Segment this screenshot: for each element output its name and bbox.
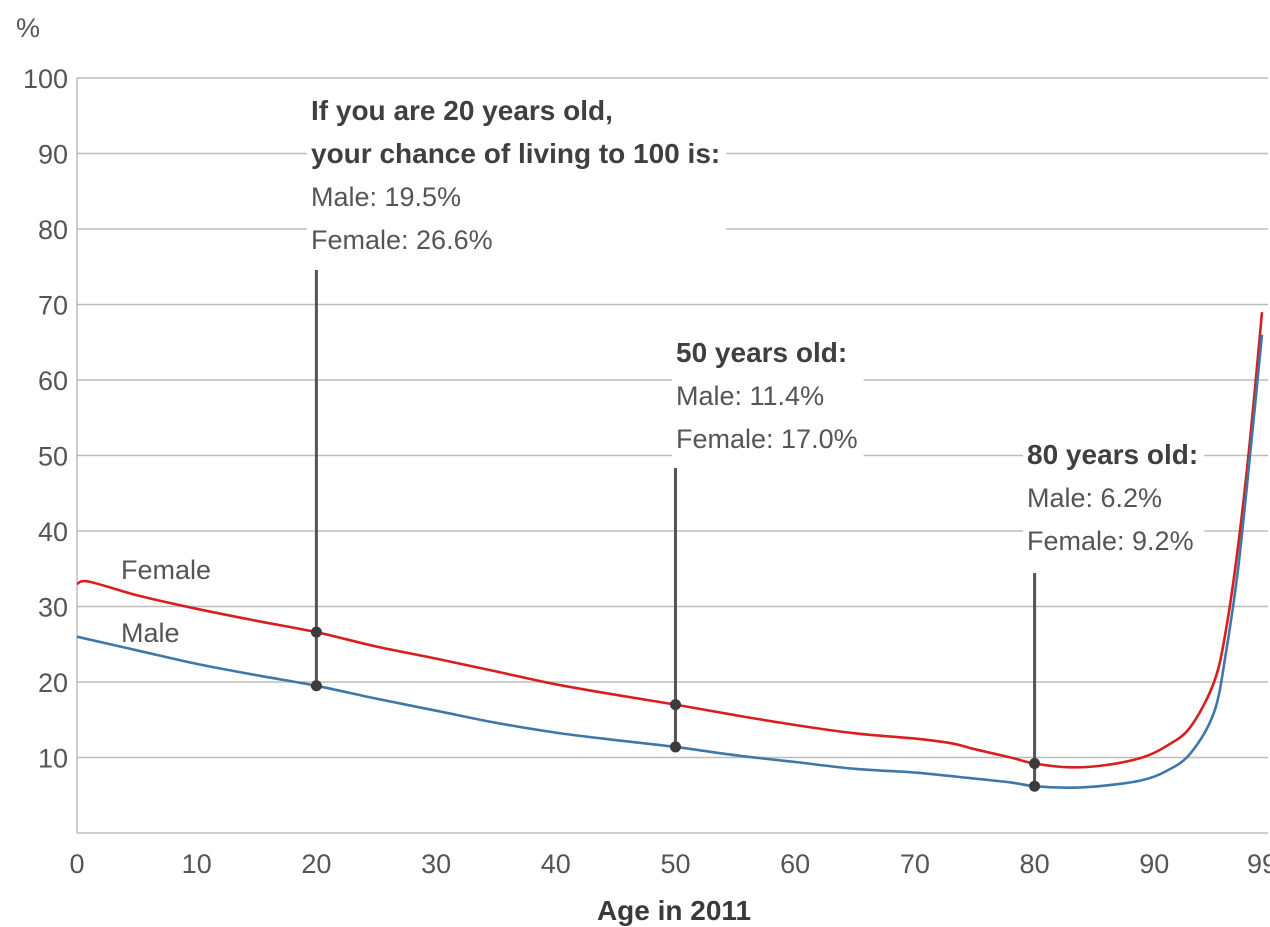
x-tick-label: 60	[780, 849, 810, 879]
annotation-background	[307, 92, 727, 268]
x-tick-label: 50	[660, 849, 690, 879]
y-tick-label: 70	[38, 291, 68, 321]
annotation-background	[672, 334, 864, 467]
annotation-background	[1023, 436, 1205, 569]
x-tick-label: 10	[182, 849, 212, 879]
female-series-label: Female	[121, 555, 211, 585]
x-tick-label: 20	[301, 849, 331, 879]
male-data-point	[1029, 780, 1041, 792]
annotation-value: Male: 6.2%	[1027, 483, 1162, 513]
male-data-point	[310, 680, 322, 692]
female-data-point	[1029, 758, 1041, 770]
y-tick-label: 10	[38, 744, 68, 774]
x-axis-ticks: 0 10 20 30 40 50 60 70 80 90 99	[69, 849, 1270, 879]
male-series-line	[76, 334, 1264, 790]
x-tick-label: 90	[1139, 849, 1169, 879]
y-tick-label: 20	[38, 668, 68, 698]
annotation-block: If you are 20 years old, your chance of l…	[307, 92, 727, 268]
annotation-value: Female: 26.6%	[311, 225, 493, 255]
x-tick-label: 30	[421, 849, 451, 879]
x-tick-label: 99	[1247, 849, 1270, 879]
y-unit-label: %	[16, 13, 40, 43]
annotation-block: 80 years old: Male: 6.2% Female: 9.2%	[1023, 436, 1205, 569]
annotation-heading: 80 years old:	[1027, 439, 1198, 470]
y-tick-label: 40	[38, 517, 68, 547]
male-data-point	[669, 741, 681, 753]
x-tick-label: 80	[1020, 849, 1050, 879]
plot-frame	[76, 78, 1268, 834]
y-tick-label: 90	[38, 140, 68, 170]
y-tick-label: 50	[38, 442, 68, 472]
x-axis-label: Age in 2011	[597, 895, 751, 926]
annotation-heading: 50 years old:	[676, 337, 847, 368]
female-data-point	[669, 699, 681, 711]
x-tick-label: 70	[900, 849, 930, 879]
annotation-value: Female: 17.0%	[676, 424, 858, 454]
annotation-heading: If you are 20 years old,	[311, 95, 613, 126]
male-series-label: Male	[121, 618, 180, 648]
x-tick-label: 0	[69, 849, 84, 879]
y-axis-ticks: 10 20 30 40 50 60 70 80 90 100	[23, 64, 68, 774]
female-data-point	[310, 626, 322, 638]
annotation-value: Female: 9.2%	[1027, 526, 1194, 556]
annotation-value: Male: 11.4%	[676, 381, 824, 411]
annotation-value: Male: 19.5%	[311, 182, 461, 212]
annotations: If you are 20 years old, your chance of l…	[307, 92, 1205, 787]
data-markers	[310, 626, 1041, 792]
y-tick-label: 100	[23, 64, 68, 94]
y-tick-label: 80	[38, 215, 68, 245]
annotation-heading: your chance of living to 100 is:	[311, 138, 720, 169]
y-tick-label: 30	[38, 593, 68, 623]
y-tick-label: 60	[38, 366, 68, 396]
annotation-block: 50 years old: Male: 11.4% Female: 17.0%	[672, 334, 864, 467]
x-tick-label: 40	[541, 849, 571, 879]
